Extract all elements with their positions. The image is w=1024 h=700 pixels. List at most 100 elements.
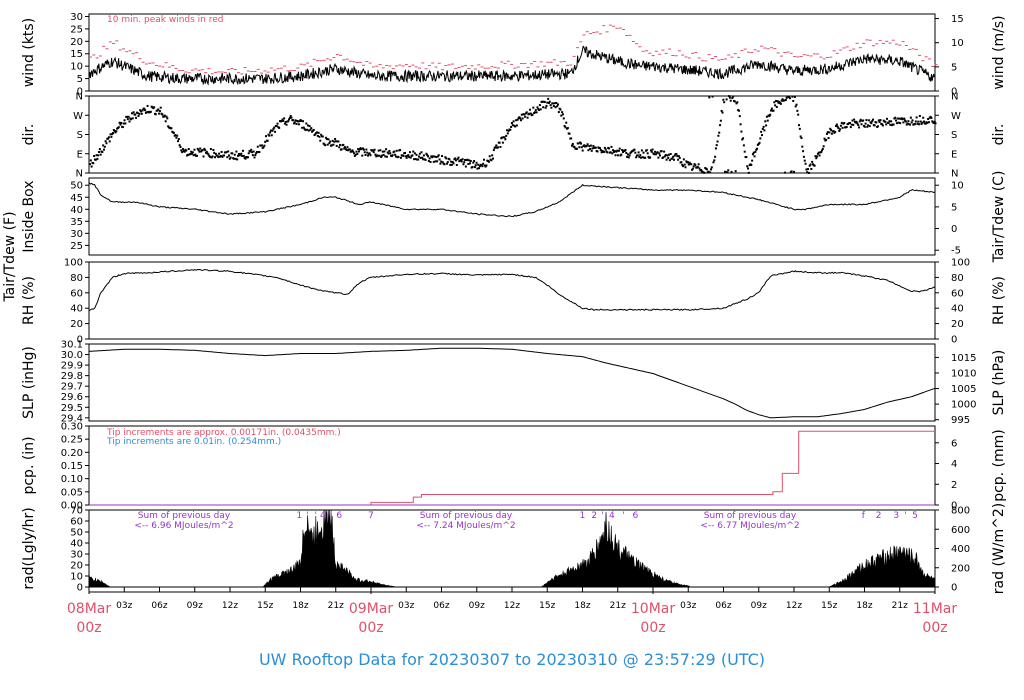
direction-point [870, 122, 873, 125]
ytick-label-right: 80 [951, 273, 964, 284]
ytick-label-left: 60 [70, 517, 83, 528]
direction-point [656, 151, 659, 154]
direction-point [320, 133, 323, 136]
direction-point [727, 169, 730, 172]
ytick-label-left: 50 [70, 181, 83, 192]
direction-point [721, 111, 724, 114]
direction-point [810, 167, 813, 170]
direction-point [329, 140, 332, 143]
direction-point [175, 136, 178, 139]
series-slp [88, 347, 936, 419]
direction-point [437, 154, 440, 157]
direction-point [443, 163, 446, 166]
ylabel-right: pcp. (mm) [991, 429, 1007, 502]
direction-point [366, 151, 369, 154]
direction-point [293, 121, 296, 124]
ytick-label-right: S [951, 130, 957, 141]
direction-point [611, 152, 614, 155]
direction-point [718, 131, 721, 134]
direction-point [766, 119, 769, 122]
direction-point [345, 148, 348, 151]
rad-hour-mark: 4 [320, 511, 326, 521]
direction-point [654, 153, 657, 156]
direction-point [121, 126, 124, 129]
direction-point [467, 162, 470, 165]
ytick-label-right: 995 [951, 415, 970, 426]
rad-annotation-line2: <-- 7.24 MJoules/m^2 [416, 521, 515, 531]
direction-point [353, 152, 356, 155]
direction-point [445, 162, 448, 165]
direction-point [620, 153, 623, 156]
direction-point [603, 146, 606, 149]
direction-point [399, 156, 402, 159]
direction-point [283, 117, 286, 120]
direction-point [889, 123, 892, 126]
direction-point [177, 138, 180, 141]
direction-point [251, 154, 254, 157]
direction-point [626, 153, 629, 156]
direction-point [141, 109, 144, 112]
direction-point [149, 110, 152, 113]
direction-point [549, 104, 552, 107]
direction-point [909, 123, 912, 126]
direction-point [526, 116, 529, 119]
direction-point [385, 148, 388, 151]
direction-point [334, 137, 337, 140]
direction-point [207, 153, 210, 156]
ytick-label-left: 25 [70, 241, 83, 252]
direction-point [306, 124, 309, 127]
direction-point [321, 135, 324, 138]
direction-point [519, 117, 522, 120]
direction-point [570, 137, 573, 140]
rad-hour-mark: 6 [633, 511, 639, 521]
ytick-label-right: 0 [951, 583, 957, 594]
direction-point [157, 108, 160, 111]
direction-point [845, 126, 848, 129]
direction-point [762, 125, 765, 128]
direction-point [801, 145, 804, 148]
direction-point [835, 123, 838, 126]
direction-point [531, 113, 534, 116]
direction-point [793, 95, 796, 98]
direction-point [773, 101, 776, 104]
direction-point [760, 130, 763, 133]
direction-point [848, 122, 851, 125]
direction-point [875, 121, 878, 124]
direction-point [307, 129, 310, 132]
direction-point [555, 101, 558, 104]
direction-point [814, 155, 817, 158]
direction-point [194, 153, 197, 156]
direction-point [610, 145, 613, 148]
direction-point [764, 120, 767, 123]
direction-point [509, 128, 512, 131]
direction-point [668, 159, 671, 162]
direction-point [826, 131, 829, 134]
direction-point [197, 149, 200, 152]
direction-point [553, 102, 556, 105]
direction-point [302, 120, 305, 123]
direction-point [242, 154, 245, 157]
rad-hour-mark: 2 [591, 511, 597, 521]
ytick-label-left: 30.1 [61, 340, 83, 351]
direction-point [330, 144, 333, 147]
direction-point [822, 145, 825, 148]
direction-point [920, 122, 923, 125]
direction-point [614, 154, 617, 157]
direction-point [784, 99, 787, 102]
direction-point [358, 148, 361, 151]
direction-point [127, 115, 130, 118]
direction-point [158, 110, 161, 113]
direction-point [775, 105, 778, 108]
direction-point [640, 149, 643, 152]
direction-point [185, 149, 188, 152]
direction-point [461, 158, 464, 161]
direction-point [800, 136, 803, 139]
direction-point [122, 122, 125, 125]
direction-point [348, 148, 351, 151]
direction-point [774, 104, 777, 107]
direction-point [332, 143, 335, 146]
direction-point [918, 115, 921, 118]
direction-point [165, 115, 168, 118]
direction-point [362, 147, 365, 150]
direction-point [394, 153, 397, 156]
